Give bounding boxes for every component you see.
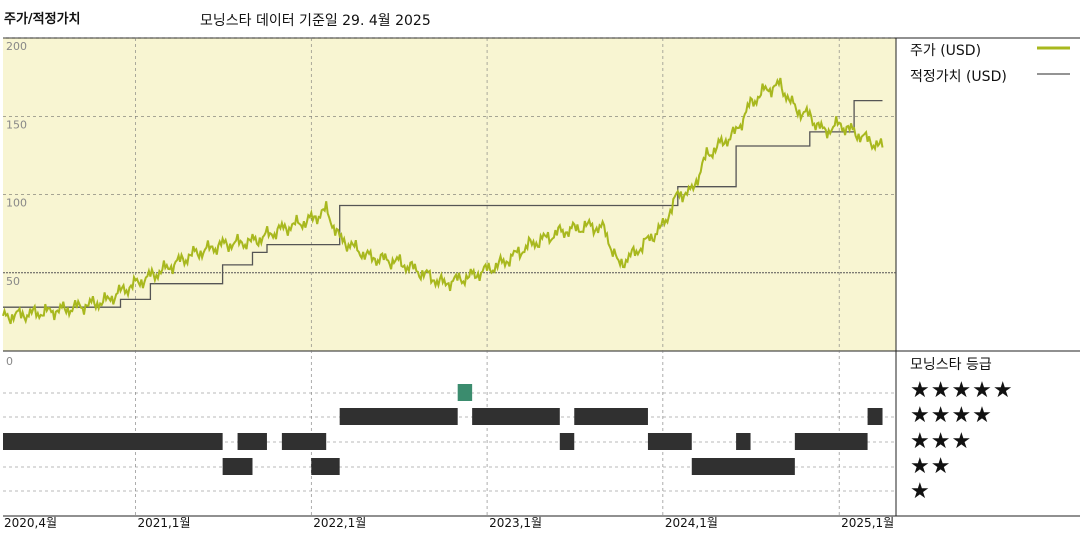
- star-row-3: ★★★: [910, 429, 973, 454]
- star-row-1: ★: [910, 479, 931, 504]
- rating-bar-2-star: [691, 458, 795, 475]
- rating-bar-3-star: [647, 433, 692, 450]
- rating-bar-3-star: [3, 433, 223, 450]
- fair-value-line: [3, 99, 883, 308]
- chart-title: 주가/적정가치: [4, 12, 81, 27]
- rating-bar-4-star: [472, 408, 560, 425]
- star-row-2: ★★: [910, 454, 952, 479]
- rating-bar-5-star: [457, 384, 473, 401]
- y-tick-label: 50: [6, 275, 20, 288]
- legend-fair-value-label: 적정가치 (USD): [910, 69, 1007, 85]
- rating-bar-2-star: [311, 458, 340, 475]
- rating-legend-title: 모닝스타 등급: [910, 357, 992, 373]
- x-tick-label: 2021,1월: [137, 516, 190, 530]
- rating-bar-3-star: [237, 433, 267, 450]
- rating-bar-3-star: [281, 433, 327, 450]
- legend-price-label: 주가 (USD): [910, 43, 982, 59]
- y-tick-label: 0: [6, 355, 13, 368]
- rating-bar-3-star: [794, 433, 868, 450]
- data-date-subtitle: 모닝스타 데이터 기준일 29. 4월 2025: [200, 13, 431, 29]
- x-tick-label: 2024,1월: [665, 516, 718, 530]
- x-tick-label: 2020,4월: [4, 516, 57, 530]
- y-tick-label: 100: [6, 197, 27, 210]
- price-line: [2, 77, 884, 325]
- x-tick-label: 2023,1월: [489, 516, 542, 530]
- rating-bar-2-star: [222, 458, 253, 475]
- x-tick-label: 2022,1월: [313, 516, 366, 530]
- star-row-4: ★★★★: [910, 403, 993, 428]
- rating-bar-3-star: [559, 433, 575, 450]
- star-row-5: ★★★★★: [910, 378, 1014, 403]
- rating-bar-4-star: [867, 408, 883, 425]
- rating-bar-4-star: [574, 408, 648, 425]
- rating-bar-4-star: [339, 408, 458, 425]
- y-tick-label: 200: [6, 40, 27, 53]
- y-tick-label: 150: [6, 118, 27, 131]
- x-tick-label: 2025,1월: [841, 516, 894, 530]
- rating-bar-3-star: [736, 433, 751, 450]
